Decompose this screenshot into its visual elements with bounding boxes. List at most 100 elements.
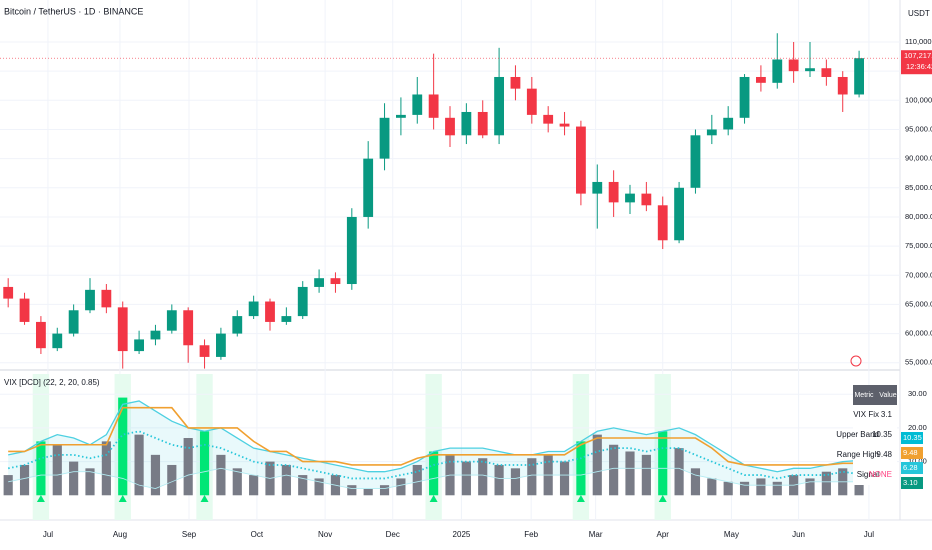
- candle-body: [363, 158, 374, 217]
- candle-body: [625, 193, 635, 203]
- y-tick-label: 85,000.00: [905, 183, 932, 192]
- candle-body: [379, 117, 390, 159]
- table-cell: Upper Band: [836, 430, 879, 439]
- x-tick-label: Dec: [386, 530, 400, 539]
- vix-bar: [118, 397, 128, 496]
- x-tick-label: Feb: [524, 530, 538, 539]
- y-tick-label: 55,000.00: [905, 358, 932, 367]
- candle-body: [821, 68, 832, 77]
- x-tick-label: May: [724, 530, 739, 539]
- currency: USDT: [908, 9, 930, 18]
- vix-bar: [609, 444, 619, 496]
- x-tick-label: Nov: [318, 530, 332, 539]
- y-tick-label: 80,000.00: [905, 212, 932, 221]
- vix-bar: [625, 451, 635, 496]
- table-row: [853, 445, 897, 465]
- vix-bar: [101, 441, 111, 496]
- table-row: [853, 465, 897, 485]
- vix-bar: [478, 458, 488, 496]
- chart-title: Bitcoin / TetherUS · 1D · BINANCE: [4, 6, 143, 16]
- candle-body: [330, 278, 341, 285]
- last-price-label: 107,217.89: [904, 51, 932, 60]
- vix-bar: [559, 461, 570, 496]
- candle-body: [183, 310, 194, 346]
- table-header-cell: Value: [879, 392, 896, 399]
- candle-body: [52, 333, 63, 349]
- vix-bar: [805, 478, 815, 496]
- candle-body: [641, 193, 652, 206]
- candle-body: [412, 94, 423, 115]
- vix-bar: [379, 485, 390, 496]
- candle-body: [281, 316, 292, 322]
- vix-bar: [363, 488, 373, 496]
- vix-bar: [85, 468, 95, 496]
- candle-body: [396, 114, 406, 118]
- vix-bar: [183, 438, 193, 496]
- vix-bar: [36, 441, 46, 496]
- y-tick-label: 95,000.00: [905, 124, 932, 133]
- mid-band: [8, 430, 860, 480]
- candle-body: [314, 278, 324, 287]
- candle-body: [199, 345, 210, 357]
- signal-triangle: [36, 495, 45, 502]
- candle-body: [461, 111, 472, 136]
- table-cell: Signal: [857, 470, 879, 479]
- candle-body: [559, 123, 570, 127]
- y-tick-label: 65,000.00: [905, 299, 932, 308]
- y-tick-label: 110,000.00: [905, 37, 932, 46]
- candle-body: [3, 286, 14, 299]
- table-cell: VIX Fix: [853, 410, 879, 419]
- value-badge: [901, 447, 923, 459]
- vix-bar: [756, 478, 766, 496]
- x-tick-label: Sep: [182, 530, 197, 539]
- vix-bar: [150, 454, 161, 496]
- alert-icon[interactable]: [850, 355, 862, 367]
- y-tick-label: 75,000.00: [905, 241, 932, 250]
- signal-triangle: [200, 495, 209, 502]
- candle-body: [543, 114, 554, 124]
- candle-body: [85, 289, 95, 311]
- signal-triangle: [658, 495, 667, 502]
- candle-body: [805, 68, 815, 72]
- vix-bar: [510, 468, 521, 496]
- value-badge-label: 9.48: [903, 448, 918, 457]
- x-tick-label: Oct: [251, 530, 264, 539]
- vix-bar: [723, 481, 733, 496]
- table-row: [853, 405, 897, 425]
- vix-bar: [232, 468, 242, 496]
- candle-body: [117, 307, 128, 352]
- candle-body: [232, 316, 243, 334]
- candle-body: [216, 333, 226, 357]
- y-tick-label: 70,000.00: [905, 270, 932, 279]
- candle-body: [788, 59, 799, 72]
- table-header: [853, 385, 897, 405]
- y-tick-label: 20.00: [908, 423, 927, 432]
- value-badge: [901, 477, 923, 489]
- value-badge-label: 3.10: [903, 478, 918, 487]
- vix-bar: [674, 448, 684, 496]
- candle-body: [576, 126, 586, 194]
- vix-bar: [249, 475, 259, 496]
- vix-bar: [658, 431, 668, 496]
- vix-bar: [396, 478, 406, 496]
- vix-bar: [314, 478, 324, 496]
- candle-body: [445, 117, 455, 136]
- x-tick-label: Aug: [113, 530, 127, 539]
- candle-body: [772, 59, 783, 83]
- value-badge-label: 6.28: [903, 463, 918, 472]
- x-tick-label: Apr: [657, 530, 670, 539]
- lower-band: [8, 467, 860, 489]
- vix-bar: [347, 485, 357, 496]
- vix-bar: [592, 434, 602, 496]
- candle-body: [134, 339, 144, 352]
- signal-triangle: [576, 495, 585, 502]
- x-tick-label: Jul: [864, 530, 874, 539]
- table-header-cell: Metric: [854, 392, 874, 399]
- vix-bar: [167, 464, 177, 496]
- vix-bar: [134, 434, 144, 496]
- vix-bar: [281, 464, 291, 496]
- candle-body: [101, 289, 112, 308]
- candle-body: [608, 181, 619, 203]
- vix-bar: [854, 484, 864, 496]
